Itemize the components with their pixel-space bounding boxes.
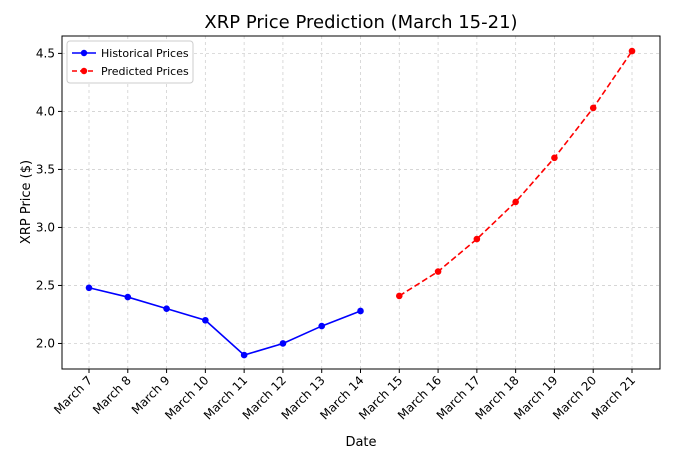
data-point — [318, 322, 326, 330]
legend-marker — [80, 49, 88, 57]
x-tick-label: March 7 — [51, 373, 95, 417]
y-tick-label: 4.0 — [36, 104, 55, 118]
legend-label: Historical Prices — [101, 47, 189, 60]
data-point — [434, 268, 442, 275]
legend-label: Predicted Prices — [101, 65, 189, 78]
y-axis-label: XRP Price ($) — [19, 160, 34, 244]
chart-title: XRP Price Prediction (March 15-21) — [204, 12, 517, 33]
data-point — [240, 351, 248, 359]
series-line-0 — [88, 287, 361, 356]
data-point — [279, 340, 287, 347]
data-point — [589, 104, 597, 112]
legend: Historical Prices Predicted Prices — [66, 40, 194, 84]
legend-marker — [80, 67, 88, 75]
x-axis-label: Date — [345, 435, 376, 450]
y-tick-label: 4.5 — [36, 46, 55, 60]
data-point — [124, 293, 132, 301]
data-point — [163, 305, 170, 312]
data-point — [512, 198, 519, 206]
data-point — [628, 47, 636, 55]
data-point — [85, 284, 93, 292]
y-tick-label: 2.0 — [36, 336, 55, 350]
y-tick-label: 3.0 — [36, 220, 55, 234]
data-point — [202, 316, 209, 324]
plot-frame — [61, 35, 661, 370]
data-point — [551, 154, 558, 162]
legend-box — [66, 40, 194, 84]
y-tick-label: 3.5 — [36, 162, 55, 176]
data-point — [473, 235, 481, 243]
data-point — [395, 292, 403, 300]
x-tick-label: March 8 — [90, 373, 134, 417]
data-point — [357, 307, 364, 315]
y-tick-label: 2.5 — [36, 278, 55, 292]
